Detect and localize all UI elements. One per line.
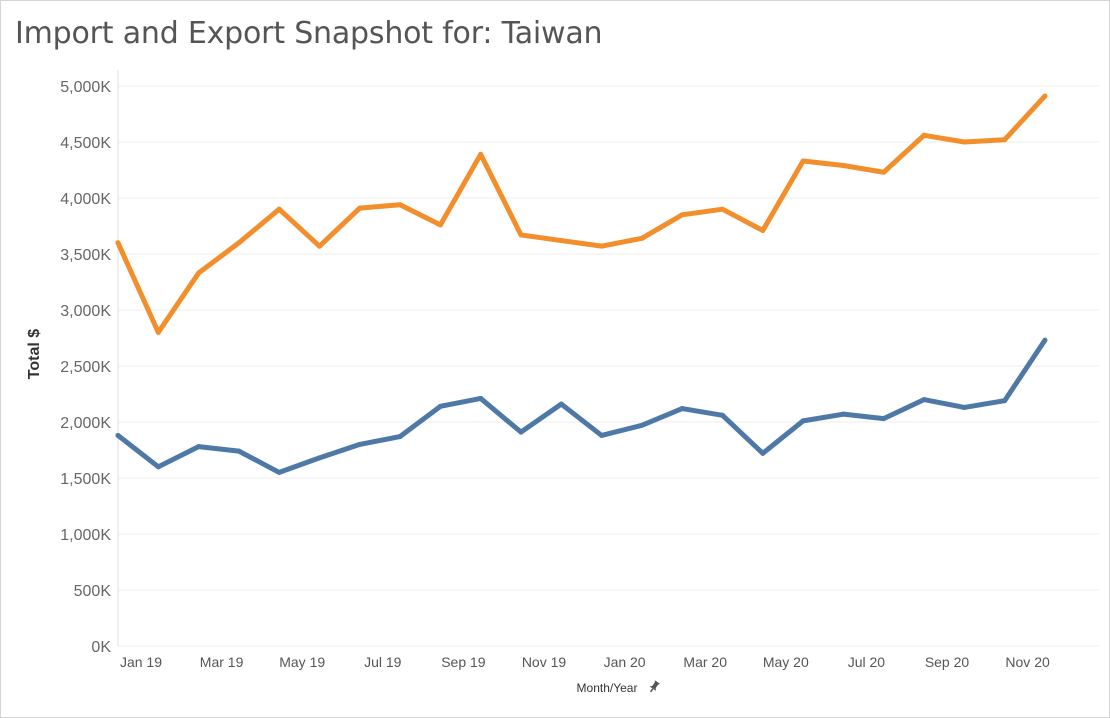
- data-point[interactable]: [881, 416, 887, 422]
- data-point[interactable]: [599, 243, 605, 249]
- data-point[interactable]: [317, 455, 322, 461]
- data-point[interactable]: [196, 270, 202, 276]
- data-point[interactable]: [961, 139, 967, 145]
- data-point[interactable]: [760, 227, 766, 233]
- data-point[interactable]: [437, 222, 443, 228]
- data-point[interactable]: [357, 205, 363, 211]
- x-tick-label: Jan 20: [604, 654, 646, 670]
- y-tick-label: 2,500K: [60, 359, 111, 376]
- x-tick-label: Jul 20: [848, 654, 886, 670]
- x-tick-label: Jan 19: [120, 654, 162, 670]
- y-tick-label: 3,500K: [60, 247, 111, 264]
- data-point[interactable]: [921, 132, 927, 138]
- data-point[interactable]: [478, 151, 484, 157]
- x-tick-label: May 19: [279, 654, 325, 670]
- y-tick-label: 1,000K: [60, 527, 111, 544]
- y-tick-label: 4,000K: [60, 191, 111, 208]
- x-tick-label: Sep 19: [441, 654, 486, 670]
- series-line-0[interactable]: [115, 93, 1048, 335]
- data-point[interactable]: [1042, 337, 1048, 343]
- data-point[interactable]: [357, 441, 363, 447]
- data-point[interactable]: [840, 411, 846, 417]
- data-point[interactable]: [397, 202, 403, 208]
- data-point[interactable]: [961, 404, 967, 410]
- data-point[interactable]: [558, 401, 564, 407]
- data-point[interactable]: [236, 448, 242, 454]
- data-point[interactable]: [196, 444, 202, 450]
- gridlines: [117, 70, 1100, 647]
- data-point[interactable]: [760, 450, 766, 456]
- data-point[interactable]: [317, 243, 322, 249]
- pin-icon[interactable]: [649, 680, 661, 693]
- data-point[interactable]: [840, 163, 846, 169]
- data-point[interactable]: [1002, 137, 1008, 143]
- data-point[interactable]: [800, 158, 806, 164]
- data-point[interactable]: [639, 422, 645, 428]
- data-point[interactable]: [155, 464, 161, 470]
- y-tick-label: 5,000K: [60, 79, 111, 96]
- y-tick-label: 0K: [91, 639, 111, 656]
- data-point[interactable]: [236, 240, 242, 246]
- x-tick-label: Mar 19: [200, 654, 244, 670]
- data-point[interactable]: [881, 169, 887, 175]
- series-lines: [115, 93, 1048, 475]
- data-point[interactable]: [437, 403, 443, 409]
- x-tick-label: Nov 19: [522, 654, 567, 670]
- data-point[interactable]: [921, 397, 927, 403]
- data-point[interactable]: [276, 469, 282, 475]
- data-point[interactable]: [800, 418, 806, 424]
- x-axis-label: Month/Year: [577, 681, 638, 695]
- data-point[interactable]: [720, 206, 725, 212]
- data-point[interactable]: [115, 432, 121, 438]
- data-point[interactable]: [558, 238, 564, 244]
- x-tick-label: May 20: [763, 654, 809, 670]
- data-point[interactable]: [599, 432, 605, 438]
- data-point[interactable]: [720, 412, 725, 418]
- data-point[interactable]: [518, 429, 524, 435]
- data-point[interactable]: [639, 235, 645, 241]
- data-point[interactable]: [397, 434, 403, 440]
- y-tick-label: 4,500K: [60, 135, 111, 152]
- data-point[interactable]: [1042, 93, 1048, 99]
- y-tick-label: 500K: [74, 583, 112, 600]
- x-axis-ticks: Jan 19 Mar 19 May 19 Jul 19 Sep 19 Nov 19 Jan …: [120, 654, 1050, 670]
- x-tick-label: Mar 20: [683, 654, 727, 670]
- y-axis-ticks: 0K 500K 1,000K 1,500K 2,000K 2,500K 3,000K 3,50…: [60, 79, 111, 656]
- data-point[interactable]: [679, 212, 685, 218]
- data-point[interactable]: [115, 240, 121, 246]
- x-tick-label: Nov 20: [1005, 654, 1050, 670]
- data-point[interactable]: [679, 406, 685, 412]
- y-tick-label: 1,500K: [60, 471, 111, 488]
- y-tick-label: 3,000K: [60, 303, 111, 320]
- x-tick-label: Jul 19: [364, 654, 402, 670]
- y-axis-label: Total $: [26, 329, 43, 379]
- data-point[interactable]: [155, 329, 161, 335]
- data-point[interactable]: [478, 395, 484, 401]
- data-point[interactable]: [518, 232, 524, 238]
- chart-title: Import and Export Snapshot for: Taiwan: [15, 16, 603, 51]
- data-point[interactable]: [276, 206, 282, 212]
- series-line-1[interactable]: [115, 337, 1048, 475]
- data-point[interactable]: [1002, 398, 1008, 404]
- x-tick-label: Sep 20: [925, 654, 970, 670]
- y-tick-label: 2,000K: [60, 415, 111, 432]
